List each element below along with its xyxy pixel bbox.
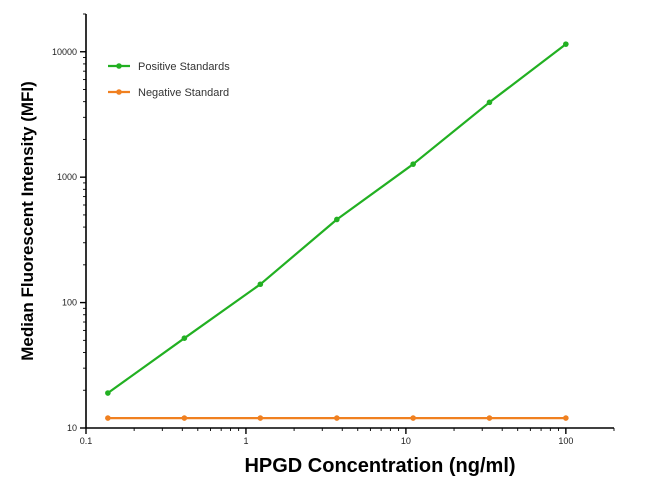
data-point xyxy=(486,415,493,421)
axes xyxy=(85,14,614,429)
data-point xyxy=(334,415,340,421)
y-tick-label: 1000 xyxy=(57,172,77,182)
x-axis-title: HPGD Concentration (ng/ml) xyxy=(244,455,515,477)
y-axis-title: Median Fluorescent Intensity (MFI) xyxy=(18,81,37,361)
y-tick-label: 10000 xyxy=(52,47,77,57)
legend-label: Positive Standards xyxy=(138,61,230,73)
x-tick-label: 0.1 xyxy=(80,436,93,446)
ticks: 10 100 1000 10000 0.1 1 10 100 xyxy=(52,13,615,446)
data-point xyxy=(410,161,416,167)
series-1 xyxy=(105,415,569,421)
data-point xyxy=(105,415,111,421)
data-point xyxy=(563,415,569,421)
data-point xyxy=(410,415,416,421)
data-point xyxy=(105,390,111,396)
data-point xyxy=(257,415,264,421)
legend: Positive Standards Negative Standard xyxy=(108,61,230,99)
x-tick-label: 100 xyxy=(558,436,573,446)
data-point xyxy=(563,41,569,47)
data-point xyxy=(257,281,264,288)
legend-marker xyxy=(116,63,122,69)
legend-label: Negative Standard xyxy=(138,87,229,99)
y-tick-label: 100 xyxy=(62,298,77,308)
y-tick-label: 10 xyxy=(67,423,77,433)
data-point xyxy=(334,216,340,223)
legend-marker xyxy=(116,89,122,95)
data-point xyxy=(486,99,493,106)
legend-item: Positive Standards xyxy=(108,61,230,73)
x-tick-label: 1 xyxy=(243,436,248,446)
data-point xyxy=(181,415,188,421)
legend-item: Negative Standard xyxy=(108,87,229,99)
series-layer xyxy=(105,41,569,421)
data-point xyxy=(181,335,188,342)
series-0 xyxy=(105,41,569,396)
x-tick-label: 10 xyxy=(401,436,411,446)
